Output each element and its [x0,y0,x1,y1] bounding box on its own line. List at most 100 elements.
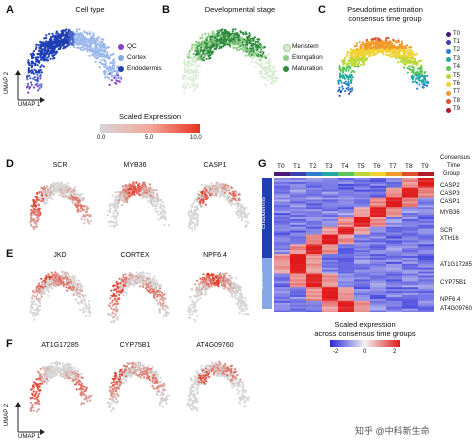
umap-b-cell [249,50,252,53]
gene-cell [132,277,135,280]
gene-cell [50,287,53,290]
umap-c-cell [354,49,357,52]
gene-cell [245,214,248,217]
gene-cell [36,208,39,211]
gene-cell [70,187,73,190]
umap-a-cell [41,42,45,45]
umap-a-cell [103,54,107,57]
umap-c-cell [386,44,389,47]
gene-cell [122,192,125,195]
gene-cell [214,185,217,188]
umap-b-cell [232,43,235,46]
umap-c-cell [344,90,347,93]
gene-cell [42,197,45,200]
gene-cell [67,279,70,282]
umap-c-cell [386,46,389,49]
umap-a-cell [110,67,113,70]
umap-c-cell [382,53,385,56]
gene-cell [108,205,111,208]
gene-cell [60,282,63,285]
umap-b-cell [209,46,212,50]
umap-a-cell [113,67,116,70]
umap-c-cell [356,62,360,65]
gene-cell [37,308,40,312]
gene-cell [37,285,40,288]
gene-cell [112,309,115,312]
gene-cell [135,187,138,190]
umap-b-cell [211,35,214,38]
umap-b-cell [196,71,200,74]
umap-b-cell [266,67,269,70]
umap-b-cell [215,46,218,49]
umap-a-cell [71,36,74,39]
umap-a-cell [47,43,50,47]
umap-a-cell [62,33,65,36]
umap-c-cell [351,87,354,90]
umap-b-cell [222,39,225,42]
umap-c-cell [423,75,426,79]
umap-b-cell [205,50,208,54]
gene-cell [189,223,192,226]
gene-cell [158,311,161,314]
umap-b-cell [235,40,239,43]
gene-cell [31,312,34,315]
umap-b-cell [184,64,187,67]
umap-a-cell [40,85,43,88]
umap-c-cell [410,75,413,78]
umap-c-cell [390,46,393,49]
gene-cell [35,295,38,298]
gene-cell [157,218,160,221]
gene-cell [140,191,143,194]
gene-cell [159,205,163,208]
gene-cell [161,298,164,301]
umap-b-cell [272,77,275,80]
umap-c-cell [395,57,398,60]
gene-cell [61,185,64,188]
gene-myb36-title: MYB36 [123,162,147,169]
umap-a-cell [53,38,56,41]
umap-c-cell [400,59,403,63]
gene-cell [149,192,152,195]
umap-b-cell [205,47,208,50]
gene-cell [130,188,133,191]
legend-t3: T3 [453,55,461,62]
gene-cell [76,208,80,211]
gene-cell [83,222,86,225]
umap-a-cell [62,43,65,46]
umap-b-cell [266,79,269,82]
umap-a-cell [109,68,113,72]
legend-meristem: Meristem [292,43,319,50]
gene-cell [116,300,119,303]
umap-c-cell [367,48,370,51]
umap-b-cell [195,53,198,56]
gene-cell [229,186,233,189]
umap-a-cell [75,34,78,37]
gene-cell [152,280,155,283]
umap-b-cell [241,48,244,51]
gene-cell [111,299,114,302]
umap-a-cell [110,74,113,77]
umap-b-cell [223,44,226,47]
gene-cell [167,224,171,227]
umap-b-cell [198,57,201,61]
umap-a-cell [97,48,101,51]
umap-a-cell [100,48,103,51]
umap-a-cell [44,52,47,55]
umap-c-cell [355,42,358,45]
umap-b-cell [197,43,200,46]
umap-c-cell [350,71,353,74]
gene-cell [59,275,62,278]
gene-cell [50,285,53,288]
umap-a-cell [56,45,59,48]
umap-c-cell [359,52,362,55]
gene-cell [83,205,86,208]
umap-b-cell [267,53,270,56]
gene-cell [67,283,70,286]
umap-b-cell [207,48,210,51]
umap-a-cell [105,46,108,50]
gene-cell [66,289,69,292]
gene-cell [149,283,152,286]
gene-cell [53,184,56,187]
gene-cell [152,289,155,292]
umap-b-cell [258,46,261,49]
